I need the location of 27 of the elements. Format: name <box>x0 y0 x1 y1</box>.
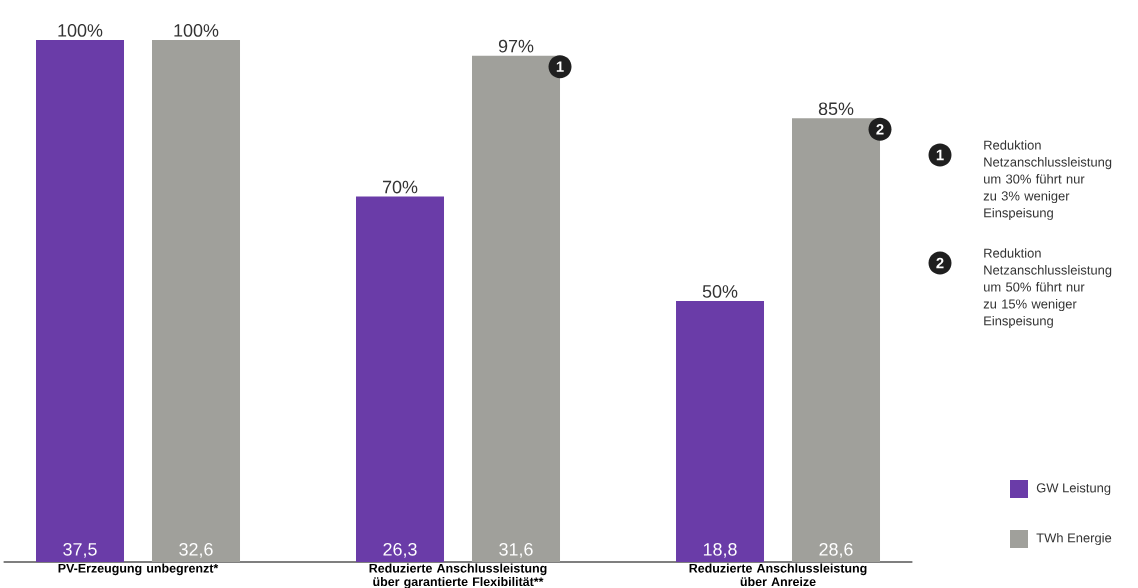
annotation: 26,3 <box>383 542 417 558</box>
bar <box>152 39 241 562</box>
annotation: 18,8 <box>703 542 737 558</box>
text: Reduktion Netzanschlussleistung um 50% führt nur zu 15% weniger Einspeisung <box>983 248 1112 328</box>
annotation: 1 <box>556 61 564 72</box>
data-label: 100% <box>58 24 103 37</box>
bar <box>356 196 445 562</box>
data-label: 70% <box>382 180 418 194</box>
data-label: 97% <box>498 39 534 53</box>
x-tick-label: Reduzierte Anschlussleistung über Anreize <box>689 563 867 587</box>
data-label: 100% <box>174 24 219 37</box>
text: 2 <box>936 257 944 269</box>
x-tick-label: PV-Erzeugung unbegrenzt* <box>58 563 219 576</box>
legend-label: TWh Energie <box>1036 532 1112 546</box>
text: Reduktion Netzanschlussleistung um 30% führt nur zu 3% weniger Einspeisung <box>983 140 1112 221</box>
data-label: 50% <box>702 285 738 298</box>
annotation: 2 <box>876 124 884 135</box>
annotation: 31,6 <box>499 542 533 558</box>
x-tick-label: Reduzierte Anschlussleistung über garantierte Flexibilität** <box>369 563 547 588</box>
annotation: 32,6 <box>179 542 213 558</box>
text: 1 <box>936 149 944 161</box>
legend-label: GW Leistung <box>1036 482 1111 496</box>
annotation: 37,5 <box>63 542 97 558</box>
data-label: 85% <box>818 102 854 116</box>
bar <box>36 39 125 562</box>
bar <box>676 300 765 562</box>
annotation: 28,6 <box>819 542 853 558</box>
